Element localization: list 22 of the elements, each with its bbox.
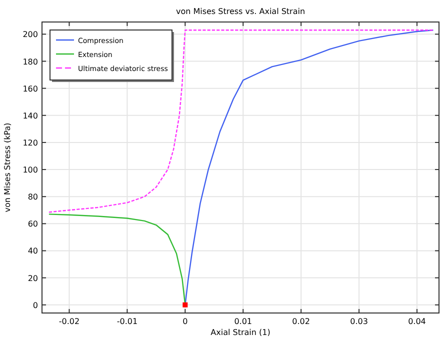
x-tick-label: 0: [182, 317, 188, 326]
x-axis-title: Axial Strain (1): [210, 328, 270, 337]
y-tick-label: 0: [32, 300, 38, 310]
x-tick-label: 0.04: [408, 317, 426, 326]
x-tick-label: 0.02: [292, 317, 310, 326]
y-tick-label: 60: [28, 220, 38, 229]
line-series: [48, 30, 434, 213]
y-tick-label: 140: [22, 111, 38, 120]
y-tick-label: 120: [22, 138, 38, 148]
y-axis-title: von Mises Stress (kPa): [3, 122, 12, 212]
y-tick-label: 40: [28, 246, 38, 256]
y-tick-label: 180: [22, 57, 38, 66]
y-tick-label: 160: [22, 84, 38, 94]
x-tick-label: -0.01: [116, 317, 138, 326]
y-tick-label: 20: [28, 274, 38, 283]
y-tick-label: 80: [28, 192, 38, 202]
x-tick-label: -0.02: [58, 317, 80, 326]
y-tick-label: 100: [22, 166, 38, 175]
x-tick-label: 0.03: [350, 317, 368, 326]
y-tick-label: 200: [22, 30, 38, 40]
x-tick-label: 0.01: [234, 317, 252, 326]
chart-title: von Mises Stress vs. Axial Strain: [176, 7, 306, 16]
